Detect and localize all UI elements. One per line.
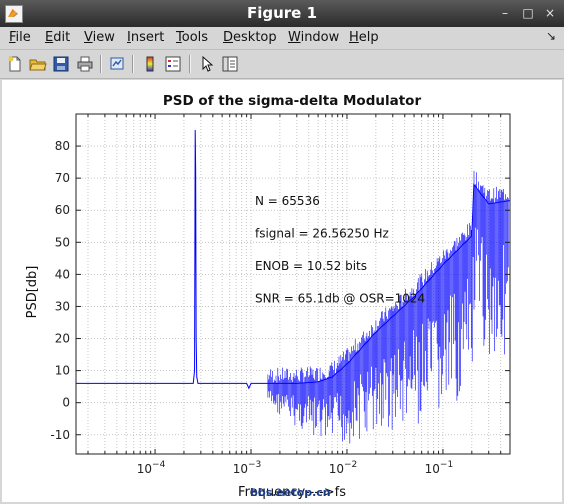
y-tick-label: 80	[55, 139, 70, 153]
x-tick-base: 10	[329, 462, 344, 476]
y-tick-label: 50	[55, 235, 70, 249]
ticks	[76, 114, 511, 454]
minimize-icon[interactable]: –	[502, 6, 508, 20]
print-icon[interactable]	[76, 55, 94, 73]
menu-file[interactable]: File	[9, 30, 31, 45]
menu-bar: File Edit View Insert Tools Desktop Wind…	[0, 27, 564, 50]
watermark: bbs.eetop.cn	[250, 486, 331, 499]
x-tick-labels: 10−4 10−3 10−2 10−1	[137, 460, 453, 476]
save-icon[interactable]	[52, 55, 70, 73]
x-tick-exponent: −1	[440, 460, 453, 470]
axes-box	[75, 113, 511, 455]
toolbar	[0, 50, 564, 79]
property-editor-icon[interactable]	[221, 55, 239, 73]
menu-desktop[interactable]: Desktop	[223, 30, 277, 45]
x-tick-label: 10−1	[425, 460, 454, 476]
menu-help[interactable]: Help	[349, 30, 379, 45]
y-tick-label: 20	[55, 332, 70, 346]
chart-title: PSD of the sigma-delta Modulator	[163, 93, 422, 109]
grid	[76, 114, 511, 454]
toolbar-separator	[189, 55, 191, 73]
link-plot-icon[interactable]	[108, 55, 126, 73]
menu-view[interactable]: View	[84, 30, 115, 45]
menu-edit[interactable]: Edit	[45, 30, 71, 45]
legend-icon[interactable]	[164, 55, 182, 73]
menu-window[interactable]: Window	[288, 30, 340, 45]
annotation-3: SNR = 65.1db @ OSR=1024	[255, 292, 425, 306]
y-tick-label: 70	[55, 171, 70, 185]
open-file-icon[interactable]	[29, 55, 47, 73]
x-tick-label: 10−2	[329, 460, 358, 476]
figure-canvas: PSD of the sigma-delta Modulator -10 0 10 2…	[2, 80, 562, 502]
x-tick-base: 10	[137, 462, 152, 476]
close-icon[interactable]: ×	[544, 6, 556, 20]
x-tick-label: 10−3	[233, 460, 262, 476]
psd-series	[76, 130, 511, 444]
edit-plot-icon[interactable]	[198, 55, 216, 73]
psd-chart[interactable]: PSD of the sigma-delta Modulator -10 0 10 2…	[2, 80, 562, 502]
title-bar[interactable]: Figure 1 – □ ×	[0, 0, 564, 28]
maximize-icon[interactable]: □	[522, 6, 534, 20]
y-tick-label: 30	[55, 299, 70, 313]
x-tick-base: 10	[233, 462, 248, 476]
colorbar-icon[interactable]	[141, 55, 159, 73]
annotation-1: fsignal = 26.56250 Hz	[255, 227, 389, 241]
y-tick-label: 0	[62, 396, 70, 410]
toolbar-separator	[132, 55, 134, 73]
matlab-icon	[5, 5, 23, 23]
window-title: Figure 1	[246, 4, 318, 22]
y-tick-label: 10	[55, 364, 70, 378]
menu-insert[interactable]: Insert	[127, 30, 165, 45]
x-tick-exponent: −3	[248, 460, 261, 470]
menu-tools[interactable]: Tools	[176, 30, 209, 45]
x-axis-label: Frequency---->fs	[238, 485, 346, 500]
x-tick-label: 10−4	[137, 460, 166, 476]
x-tick-exponent: −4	[152, 460, 166, 470]
dock-arrow-icon[interactable]: ↘	[546, 29, 557, 43]
y-tick-label: -10	[50, 428, 70, 442]
y-axis-label: PSD[db]	[25, 266, 40, 319]
y-tick-label: 40	[55, 267, 70, 281]
annotations: N = 65536 fsignal = 26.56250 Hz ENOB = 10.…	[255, 194, 425, 306]
new-figure-icon[interactable]	[6, 55, 24, 73]
noise-texture	[267, 170, 509, 444]
x-tick-exponent: −2	[344, 460, 357, 470]
x-tick-base: 10	[425, 462, 440, 476]
annotation-0: N = 65536	[255, 194, 320, 208]
annotation-2: ENOB = 10.52 bits	[255, 259, 367, 273]
y-tick-labels: -10 0 10 20 30 40 50 60 70 80	[50, 139, 70, 442]
y-tick-label: 60	[55, 203, 70, 217]
toolbar-separator	[100, 55, 102, 73]
